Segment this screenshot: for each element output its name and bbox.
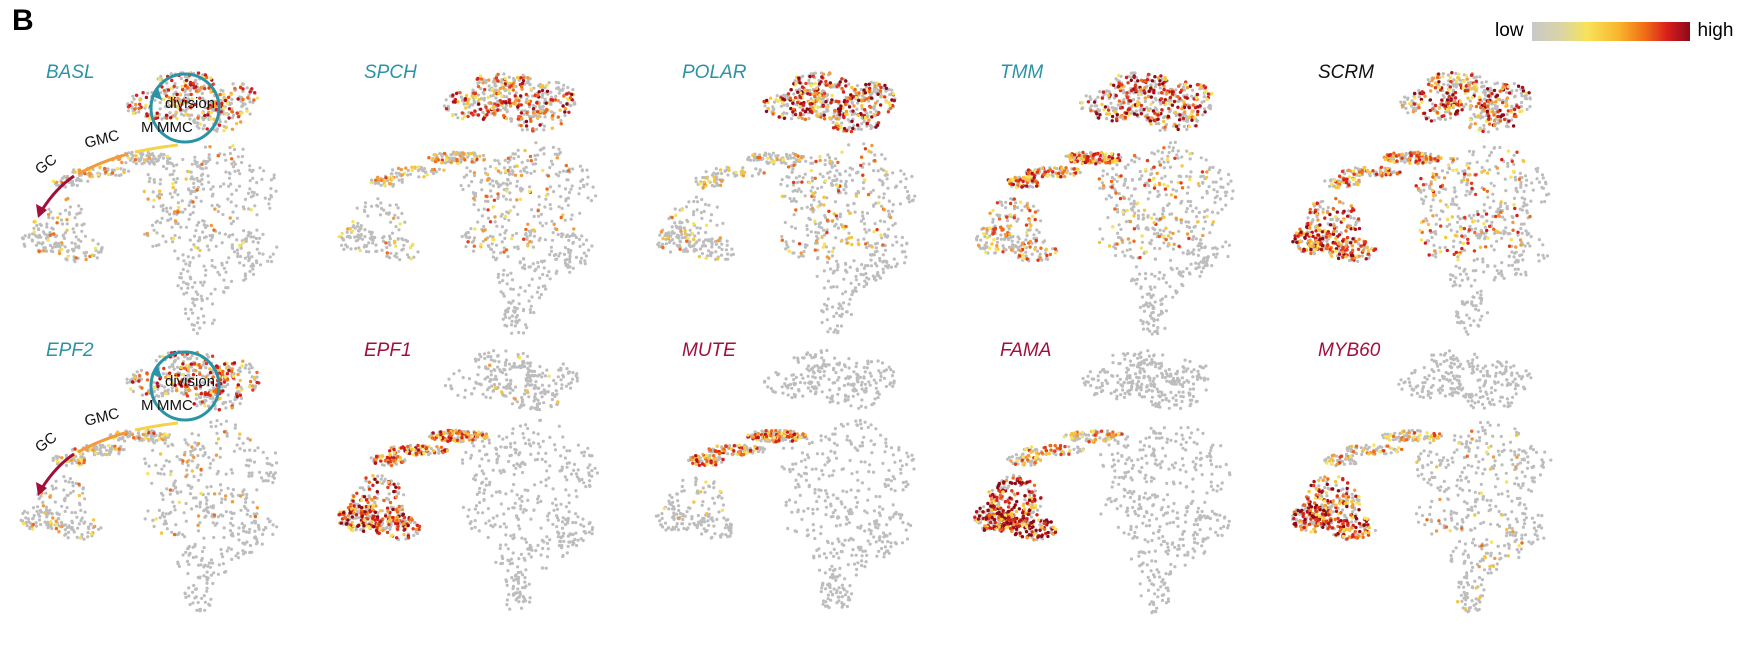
umap-panel-grid: BASL division M MMC GMC GC SPCH POLAR TMM SCRM EPF…	[0, 50, 1758, 664]
gc-label: GC	[32, 429, 60, 456]
gc-trajectory	[40, 174, 75, 211]
division-label: division	[165, 95, 215, 112]
umap-scatter	[654, 348, 916, 610]
umap-panel-spch: SPCH	[318, 50, 658, 350]
expressing-cells	[337, 72, 576, 261]
expressing-cells	[1292, 429, 1524, 611]
gmc-label: GMC	[83, 127, 121, 152]
umap-panel-mute: MUTE	[636, 328, 976, 628]
background-cells	[1291, 349, 1553, 614]
umap-panel-scrm: SCRM	[1272, 50, 1612, 350]
expressing-cells	[1291, 71, 1532, 262]
umap-panel-polar: POLAR	[636, 50, 976, 350]
umap-scatter	[337, 349, 599, 611]
color-scale-legend: low high	[1495, 16, 1733, 46]
expressing-cells	[32, 71, 260, 262]
expressing-cells	[973, 429, 1124, 542]
background-cells	[973, 349, 1232, 615]
umap-panel-tmm: TMM	[954, 50, 1294, 350]
background-cells	[19, 349, 279, 613]
umap-panel-fama: FAMA	[954, 328, 1294, 628]
gene-label: MYB60	[1318, 340, 1381, 361]
division-arrowhead	[151, 88, 162, 100]
division-label: division	[165, 373, 215, 390]
m-label: M	[141, 119, 154, 136]
division-cycle-arrow	[149, 72, 221, 144]
umap-panel-myb60: MYB60	[1272, 328, 1612, 628]
mmc-trajectory	[134, 421, 179, 432]
gene-label: MUTE	[682, 340, 736, 361]
mmc-label: MMC	[157, 119, 193, 136]
gene-label: TMM	[1000, 62, 1044, 83]
umap-scatter	[1291, 71, 1551, 336]
umap-panel-epf2: EPF2 division M MMC GMC GC	[0, 328, 340, 628]
background-cells	[20, 71, 279, 335]
gmc-trajectory	[77, 430, 129, 454]
gene-label: FAMA	[1000, 340, 1052, 361]
mmc-label: MMC	[157, 397, 193, 414]
expressing-cells	[21, 350, 261, 540]
lineage-annotation: division M MMC GMC GC	[32, 72, 221, 218]
gmc-label: GMC	[83, 405, 121, 430]
umap-scatter	[656, 71, 917, 335]
legend-gradient-bar	[1531, 21, 1690, 41]
umap-scatter: division M MMC GMC GC	[20, 71, 279, 335]
gene-label: POLAR	[682, 62, 747, 83]
gc-label: GC	[32, 151, 60, 178]
gc-trajectory	[40, 452, 75, 489]
gene-label: EPF1	[364, 340, 412, 361]
expressing-cells	[659, 71, 896, 261]
legend-low-label: low	[1495, 20, 1524, 41]
division-cycle-arrow	[149, 350, 221, 422]
background-cells	[654, 348, 916, 610]
legend-high-label: high	[1697, 20, 1734, 41]
umap-scatter	[973, 349, 1232, 615]
background-cells	[341, 349, 599, 611]
umap-panel-basl: BASL division M MMC GMC GC	[0, 50, 340, 350]
panel-letter: B	[12, 4, 34, 37]
expressing-cells	[976, 72, 1215, 262]
expressing-cells	[337, 356, 560, 540]
umap-scatter: division M MMC GMC GC	[19, 349, 279, 613]
background-cells	[339, 72, 598, 335]
expressing-cells	[662, 428, 807, 520]
umap-scatter	[974, 71, 1235, 336]
mmc-trajectory	[134, 143, 179, 154]
division-arrowhead	[151, 366, 162, 378]
gene-label: EPF2	[46, 340, 94, 361]
gc-arrowhead	[36, 482, 47, 496]
gc-arrowhead	[36, 204, 47, 218]
gene-label: BASL	[46, 62, 95, 83]
umap-scatter	[337, 72, 598, 335]
gene-label: SPCH	[364, 62, 417, 83]
umap-panel-epf1: EPF1	[318, 328, 658, 628]
lineage-annotation: division M MMC GMC GC	[32, 350, 221, 496]
umap-scatter	[1291, 349, 1553, 614]
m-label: M	[141, 397, 154, 414]
gmc-trajectory	[77, 152, 129, 176]
gene-label: SCRM	[1318, 62, 1374, 83]
